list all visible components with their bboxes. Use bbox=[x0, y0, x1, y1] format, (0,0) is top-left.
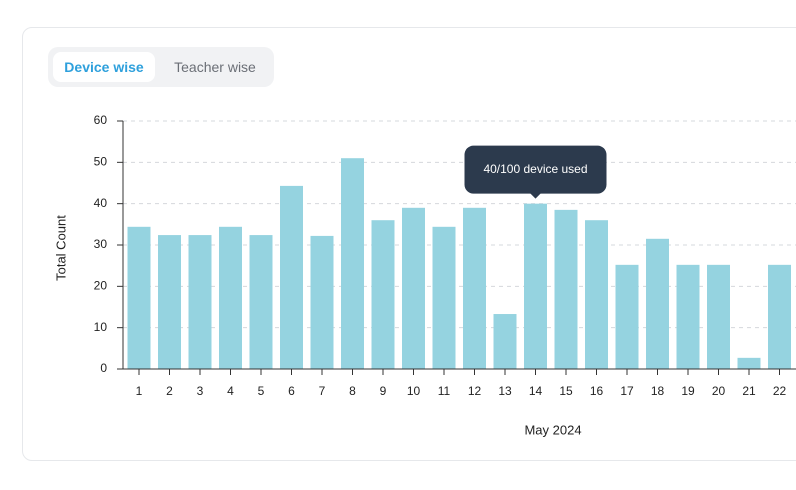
y-tick-label: 30 bbox=[94, 237, 108, 251]
bar bbox=[249, 235, 273, 369]
x-tick-label: 21 bbox=[742, 384, 756, 398]
x-tick-label: 9 bbox=[380, 384, 387, 398]
x-tick-label: 13 bbox=[498, 384, 512, 398]
x-tick-label: 11 bbox=[438, 384, 451, 398]
bar bbox=[219, 226, 242, 369]
bar bbox=[280, 185, 303, 369]
tooltip-text: 40/100 device used bbox=[483, 162, 587, 176]
bar bbox=[524, 203, 547, 369]
bar bbox=[707, 264, 730, 369]
tab[interactable]: Teacher wise bbox=[174, 59, 256, 75]
x-tick-label: 4 bbox=[227, 384, 234, 398]
y-tick-label: 10 bbox=[94, 320, 108, 334]
x-tick-label: 1 bbox=[136, 384, 143, 398]
tab[interactable]: Device wise bbox=[53, 52, 155, 82]
tab-group: Device wise Teacher wise bbox=[48, 47, 274, 87]
bar bbox=[646, 238, 669, 369]
bar bbox=[127, 226, 151, 369]
x-tick-label: 22 bbox=[773, 384, 787, 398]
x-tick-label: 17 bbox=[620, 384, 634, 398]
x-tick-label: 12 bbox=[468, 384, 482, 398]
x-tick-label: 16 bbox=[590, 384, 604, 398]
x-tick-label: 10 bbox=[407, 384, 421, 398]
bar bbox=[585, 220, 608, 369]
tooltip-box bbox=[464, 145, 607, 194]
x-tick-label: 18 bbox=[651, 384, 665, 398]
bar bbox=[371, 220, 395, 369]
bar bbox=[676, 264, 700, 369]
x-tick-label: 6 bbox=[288, 384, 295, 398]
x-tick-label: 19 bbox=[681, 384, 695, 398]
bar bbox=[554, 209, 578, 369]
x-tick-label: 5 bbox=[258, 384, 265, 398]
x-axis-label: May 2024 bbox=[524, 422, 581, 437]
x-tick-label: 3 bbox=[197, 384, 204, 398]
y-axis-label: Total Count bbox=[53, 215, 68, 281]
bar bbox=[463, 207, 486, 369]
bar bbox=[768, 264, 791, 369]
x-tick-label: 8 bbox=[349, 384, 356, 398]
bar bbox=[432, 226, 456, 369]
x-tick-label: 15 bbox=[559, 384, 573, 398]
bar bbox=[493, 314, 517, 369]
y-tick-label: 60 bbox=[94, 113, 108, 127]
y-tick-label: 20 bbox=[94, 279, 108, 293]
bar bbox=[615, 264, 639, 369]
x-tick-label: 7 bbox=[319, 384, 326, 398]
bar bbox=[310, 235, 334, 369]
x-tick-label: 14 bbox=[529, 384, 543, 398]
y-tick-label: 0 bbox=[100, 361, 107, 375]
bar bbox=[737, 357, 761, 369]
bar bbox=[402, 207, 425, 369]
y-tick-label: 40 bbox=[94, 196, 108, 210]
y-tick-label: 50 bbox=[94, 155, 108, 169]
bar bbox=[341, 158, 364, 369]
tooltip: 40/100 device used bbox=[464, 145, 607, 199]
x-tick-label: 2 bbox=[166, 384, 173, 398]
bar bbox=[188, 235, 212, 369]
bar bbox=[158, 235, 181, 369]
x-tick-label: 20 bbox=[712, 384, 726, 398]
tooltip-arrow bbox=[529, 192, 542, 199]
